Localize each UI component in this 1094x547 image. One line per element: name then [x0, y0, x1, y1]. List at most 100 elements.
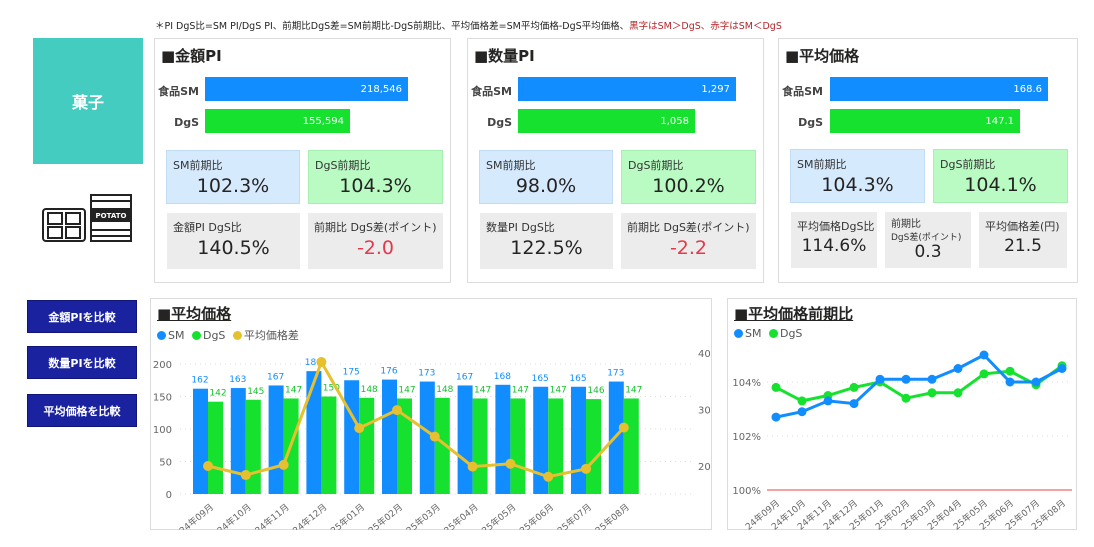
sm-bar-value: 1,297 [701, 83, 730, 95]
dgs-yoy-card: DgS前期比 104.1% [933, 149, 1068, 203]
panel-title: ■数量PI [474, 47, 535, 65]
sm-data-label: 167 [267, 372, 284, 382]
dgs-yoy-card: DgS前期比 100.2% [621, 150, 756, 204]
dgs-bar [548, 398, 564, 494]
compare-quantity-pi-button[interactable]: 数量PIを比較 [27, 346, 137, 379]
diff-point [278, 459, 289, 470]
card-label: 前期比 DgS差(ポイント) [627, 221, 750, 234]
sm-bar: 168.6 [830, 77, 1048, 101]
sm-data-label: 189 [305, 358, 322, 368]
y-tick-label: 50 [159, 458, 172, 469]
dgs-data-label: 147 [474, 385, 491, 395]
note-text: ＊PI DgS比=SM PI/DgS PI、前期比DgS差=SM前期比-DgS前… [155, 21, 630, 32]
dgs-point [849, 382, 859, 392]
diff-point [354, 423, 365, 434]
sm-bar [533, 386, 549, 494]
sm-bar [495, 384, 511, 494]
sm-point [979, 350, 989, 360]
x-tick-label: 25年02月 [366, 501, 405, 530]
dgs-data-label: 147 [512, 385, 529, 395]
dgs-bar: 1,058 [518, 109, 695, 133]
dgs-bar-value: 155,594 [302, 115, 344, 127]
card-value: 122.5% [510, 237, 583, 259]
compare-amount-pi-button[interactable]: 金額PIを比較 [27, 300, 137, 333]
dgs-data-label: 145 [247, 387, 264, 397]
legend-diff[interactable]: 平均価格差 [243, 329, 299, 342]
dgs-data-label: 148 [436, 385, 453, 395]
sm-bar [193, 388, 208, 494]
card-label: 平均価格差(円) [985, 220, 1060, 233]
sm-yoy-card: SM前期比 98.0% [479, 150, 613, 204]
card-label: SM前期比 [486, 159, 536, 172]
card-label: 金額PI DgS比 [173, 221, 242, 234]
sm-bar: 218,546 [205, 77, 408, 101]
sm-data-label: 165 [532, 374, 549, 384]
yoy-diff-card: 前期比 DgS差(ポイント) -2.0 [308, 213, 443, 269]
dgs-point [927, 388, 937, 398]
card-value: -2.0 [356, 237, 395, 259]
dgs-point [797, 396, 807, 406]
svg-text:POTATO: POTATO [96, 212, 127, 220]
note-color-legend: 黒字はSM＞DgS、赤字はSM＜DgS [629, 21, 782, 32]
y2-tick-label: 30 [698, 406, 711, 417]
legend-sm[interactable]: SM [745, 327, 762, 340]
dgs-point [901, 393, 911, 403]
sm-data-label: 176 [380, 367, 397, 377]
sm-point [823, 396, 833, 406]
sm-bar [571, 386, 586, 494]
dgs-point [953, 388, 963, 398]
card-label: DgS前期比 [940, 158, 996, 171]
card-value: 104.3% [821, 174, 894, 196]
sm-point [901, 374, 911, 384]
y-tick-label: 104% [732, 378, 761, 389]
dgs-bar [321, 396, 337, 494]
sm-point [797, 407, 807, 417]
yoy-diff-card: 前期比 DgS差(ポイント) -2.2 [621, 213, 756, 269]
category-tile[interactable]: 菓子 [33, 38, 143, 164]
card-label: 平均価格DgS比 [797, 220, 875, 233]
sm-yoy-card: SM前期比 102.3% [166, 150, 300, 204]
card-value: 114.6% [801, 236, 867, 256]
card-value: 0.3 [914, 242, 942, 262]
formula-note: ＊PI DgS比=SM PI/DgS PI、前期比DgS差=SM前期比-DgS前… [155, 18, 782, 32]
diff-point [392, 405, 402, 416]
sm-data-label: 165 [569, 374, 586, 384]
diff-point [618, 422, 629, 433]
card-value: 100.2% [652, 175, 725, 197]
diff-point [505, 458, 516, 469]
x-tick-label: 25年08月 [593, 501, 632, 530]
dgs-bar [586, 399, 601, 494]
legend-dgs[interactable]: DgS [779, 327, 803, 340]
legend-sm[interactable]: SM [168, 329, 185, 342]
diff-point [429, 431, 440, 442]
card-label: 前期比 DgS差(ポイント) [314, 221, 437, 234]
x-tick-label: 25年06月 [517, 501, 556, 530]
compare-avg-price-button[interactable]: 平均価格を比較 [27, 394, 137, 427]
dgs-point [1005, 366, 1015, 376]
y-tick-label: 150 [153, 393, 172, 404]
dgs-bar-label: DgS [798, 116, 823, 129]
sm-data-label: 167 [456, 372, 473, 382]
dgs-bar [397, 398, 412, 494]
avg-price-panel: ■平均価格 食品SM 168.6 DgS 147.1 SM前期比 104.3% D… [778, 38, 1078, 283]
y-tick-label: 100% [732, 486, 761, 497]
sm-data-label: 162 [191, 376, 208, 386]
sm-bar-label: 食品SM [782, 85, 823, 98]
pi-ratio-card: 金額PI DgS比 140.5% [167, 213, 300, 269]
card-label: DgS前期比 [315, 159, 371, 172]
sm-point [1057, 364, 1067, 373]
panel-title: ■平均価格 [785, 47, 860, 65]
card-label: 前期比 [891, 219, 921, 230]
dgs-bar [359, 397, 375, 494]
legend-dgs[interactable]: DgS [202, 329, 226, 342]
sm-data-label: 173 [418, 369, 435, 379]
dgs-point [979, 369, 989, 379]
quantity-pi-panel: ■数量PI 食品SM 1,297 DgS 1,058 SM前期比 98.0% Dg… [467, 38, 764, 283]
sm-bar [306, 371, 322, 494]
diff-point [316, 357, 327, 368]
y-tick-label: 0 [166, 490, 172, 501]
dgs-data-label: 147 [398, 385, 415, 395]
dgs-point [771, 382, 781, 392]
sm-bar-value: 168.6 [1013, 83, 1042, 95]
